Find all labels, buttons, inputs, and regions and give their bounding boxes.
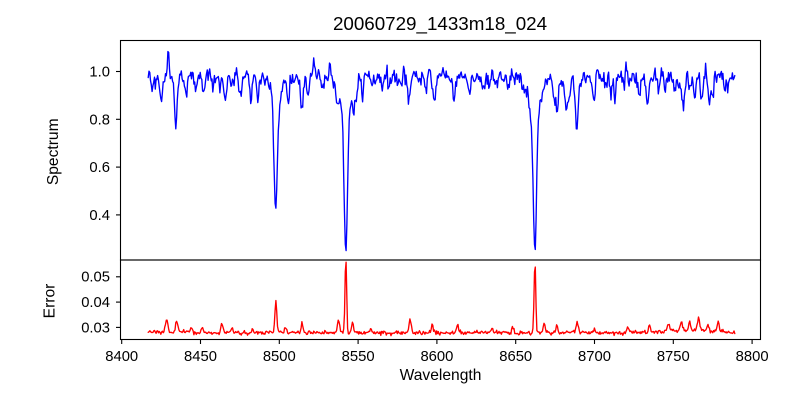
svg-text:0.05: 0.05 — [81, 270, 110, 286]
svg-text:Error: Error — [41, 284, 58, 319]
svg-text:0.03: 0.03 — [81, 320, 110, 336]
svg-text:8650: 8650 — [499, 349, 532, 365]
svg-text:1.0: 1.0 — [89, 65, 110, 81]
svg-text:8750: 8750 — [657, 349, 690, 365]
svg-text:8450: 8450 — [184, 349, 217, 365]
svg-text:8700: 8700 — [578, 349, 611, 365]
svg-text:0.4: 0.4 — [89, 208, 110, 224]
svg-text:8500: 8500 — [263, 349, 296, 365]
svg-text:0.04: 0.04 — [81, 295, 110, 311]
svg-text:8600: 8600 — [420, 349, 453, 365]
svg-text:8400: 8400 — [105, 349, 138, 365]
svg-text:20060729_1433m18_024: 20060729_1433m18_024 — [333, 13, 547, 35]
svg-text:Spectrum: Spectrum — [45, 118, 62, 185]
svg-text:0.6: 0.6 — [89, 160, 110, 176]
svg-text:8550: 8550 — [342, 349, 375, 365]
svg-text:8800: 8800 — [736, 349, 769, 365]
svg-text:Wavelength: Wavelength — [400, 367, 482, 384]
svg-text:0.8: 0.8 — [89, 112, 110, 128]
